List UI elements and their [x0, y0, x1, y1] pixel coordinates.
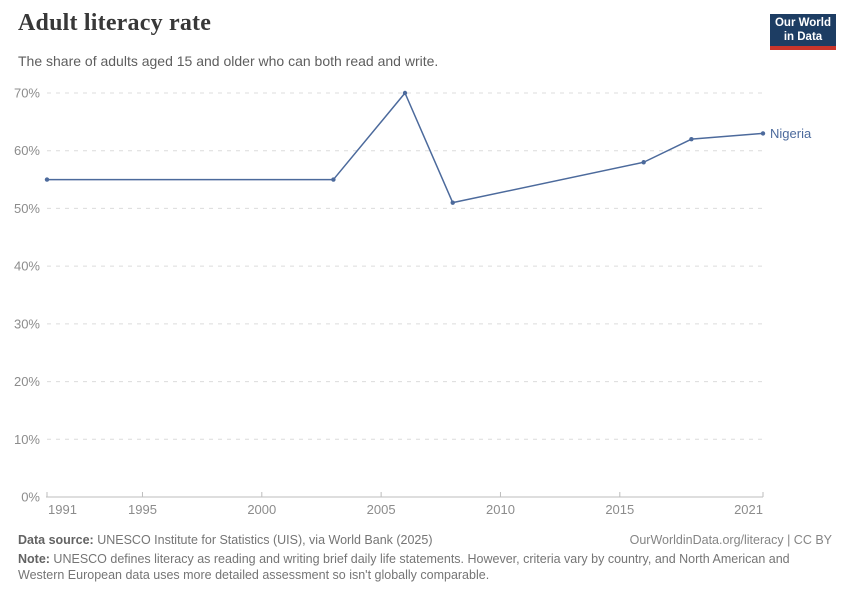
data-point [44, 177, 50, 182]
x-tick-label: 2021 [734, 502, 763, 517]
footer-note: Note: UNESCO defines literacy as reading… [18, 552, 790, 582]
page-title: Adult literacy rate [18, 10, 212, 36]
chart-subtitle: The share of adults aged 15 and older wh… [18, 53, 439, 69]
data-point [402, 90, 408, 96]
data-line [47, 92, 764, 204]
x-tick-label: 2015 [605, 502, 634, 517]
y-tick-label: 60% [14, 143, 40, 158]
logo-line1: Our World [774, 16, 831, 29]
data-point [450, 200, 455, 205]
footer-source-row: Data source: UNESCO Institute for Statis… [18, 533, 832, 547]
y-tick-label: 40% [14, 259, 40, 274]
data-point [641, 160, 646, 165]
entity-label-nigeria[interactable]: Nigeria [770, 126, 812, 141]
y-tick-label: 0% [21, 490, 40, 505]
x-tick-label: 1991 [48, 502, 77, 517]
y-tick-label: 10% [14, 432, 40, 447]
x-tick-label: 2005 [367, 502, 396, 517]
license-link[interactable]: OurWorldinData.org/literacy | CC BY [629, 533, 832, 547]
logo-line2: in Data [783, 31, 823, 43]
data-point [331, 177, 336, 182]
owid-logo: Our World in Data [770, 14, 836, 50]
x-tick-label: 2010 [486, 502, 515, 517]
data-point [689, 136, 694, 142]
y-tick-label: 30% [14, 316, 40, 331]
y-tick-label: 20% [14, 374, 40, 389]
y-tick-label: 50% [14, 201, 40, 216]
y-tick-label: 70% [14, 86, 40, 101]
note-label: Note: [18, 552, 50, 566]
x-tick-label: 2000 [247, 502, 276, 517]
data-source-text: Data source: UNESCO Institute for Statis… [18, 533, 433, 547]
data-point [760, 131, 766, 136]
data-source-label: Data source: [18, 533, 94, 547]
x-tick-label: 1995 [128, 502, 157, 517]
